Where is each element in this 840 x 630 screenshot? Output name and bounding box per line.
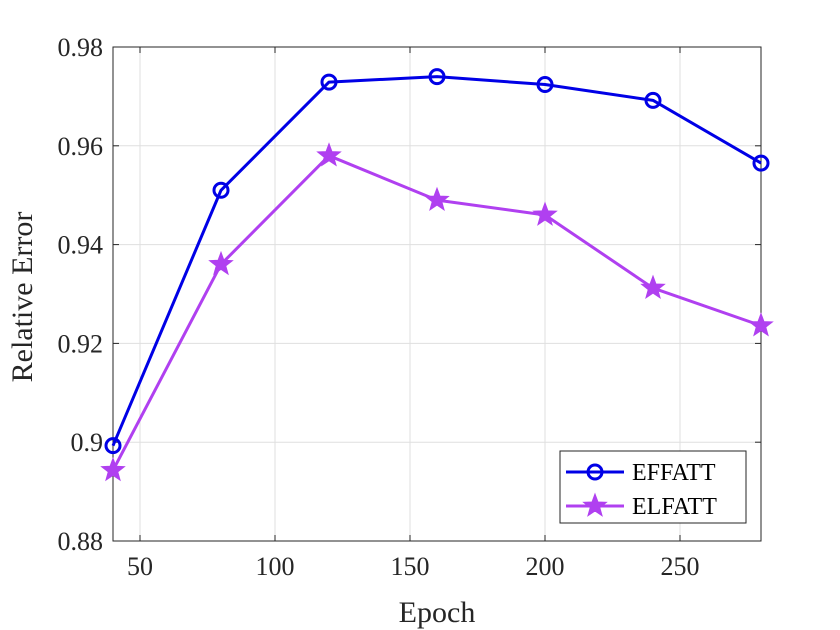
legend-entry-effatt: EFFATT	[566, 460, 716, 486]
legend-entry-elfatt: ELFATT	[566, 492, 717, 520]
y-tick-label: 0.9	[71, 428, 104, 457]
x-tick-label: 200	[526, 552, 565, 581]
series-effatt	[104, 68, 770, 455]
data-point-effatt	[752, 154, 770, 172]
data-point-effatt	[644, 91, 662, 109]
data-point-effatt	[536, 76, 554, 94]
data-point-elfatt	[208, 250, 234, 276]
x-axis-title: Epoch	[399, 596, 476, 629]
y-tick-label: 0.88	[58, 527, 104, 556]
plot-area	[112, 46, 762, 542]
legend-label-elfatt: ELFATT	[632, 494, 717, 520]
x-tick-label: 50	[127, 552, 153, 581]
y-tick-label: 0.92	[58, 329, 104, 358]
data-point-effatt	[428, 68, 446, 86]
data-point-elfatt	[424, 186, 450, 212]
x-tick-label: 100	[256, 552, 295, 581]
legend: EFFATT ELFATT	[559, 450, 747, 524]
series-line-effatt	[111, 75, 762, 447]
y-tick-label: 0.94	[58, 231, 104, 260]
x-tick-label: 250	[661, 552, 700, 581]
y-tick-label: 0.96	[58, 132, 104, 161]
data-point-effatt	[212, 181, 230, 199]
y-axis-title: Relative Error	[6, 212, 39, 383]
x-tick-label: 150	[391, 552, 430, 581]
series-elfatt	[100, 142, 774, 482]
data-point-effatt	[320, 73, 338, 91]
data-point-elfatt	[640, 274, 666, 299]
series-group	[100, 68, 774, 482]
data-point-elfatt	[100, 456, 126, 482]
legend-label-effatt: EFFATT	[632, 460, 716, 486]
data-point-effatt	[104, 437, 122, 455]
data-point-elfatt	[316, 142, 342, 167]
data-point-elfatt	[532, 201, 558, 226]
legend-marker-symbol	[586, 463, 604, 481]
axis-ticks: 50 100 150 200 250 0.88 0.9 0.92 0.94 0.96 0.98	[58, 33, 761, 581]
data-point-elfatt	[748, 312, 774, 337]
legend-marker-elfatt	[582, 492, 608, 517]
y-tick-label: 0.98	[58, 33, 104, 62]
legend-marker-symbol	[582, 492, 608, 517]
legend-marker-effatt	[586, 463, 604, 481]
